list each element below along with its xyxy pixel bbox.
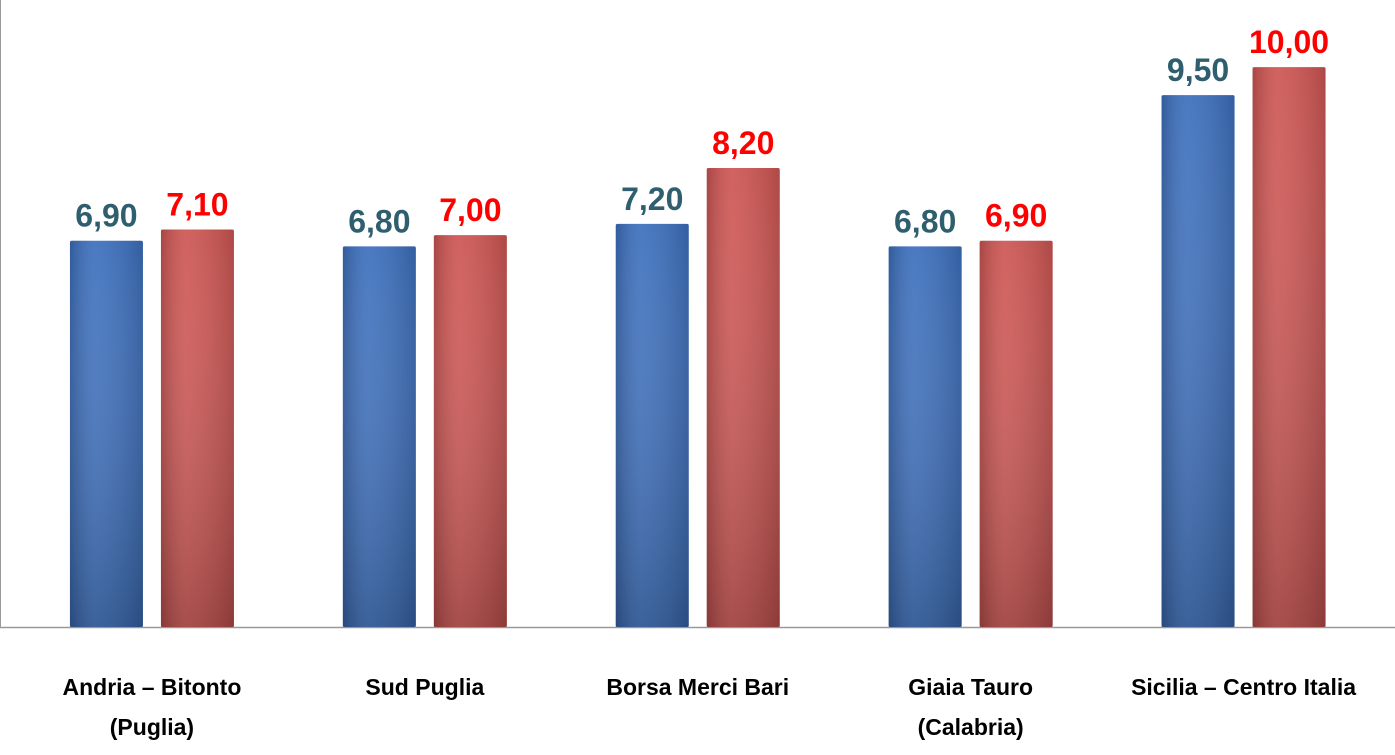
x-tick-label: Andria – Bitonto <box>63 674 242 700</box>
x-tick-label: Sud Puglia <box>365 674 484 700</box>
x-tick-label: (Calabria) <box>918 714 1024 740</box>
bar <box>342 246 416 628</box>
bar <box>1161 95 1235 628</box>
data-label: 10,00 <box>1249 24 1329 60</box>
bar <box>888 246 962 628</box>
x-tick-label: Sicilia – Centro Italia <box>1131 674 1356 700</box>
data-label: 6,90 <box>75 198 137 234</box>
bar <box>615 223 689 627</box>
x-tick-label: Giaia Tauro <box>908 674 1033 700</box>
data-label: 7,20 <box>621 181 683 217</box>
bar <box>979 240 1053 628</box>
bar <box>706 167 780 628</box>
bar <box>433 235 507 627</box>
x-tick-label: (Puglia) <box>110 714 194 740</box>
data-label: 7,00 <box>439 192 501 228</box>
bar <box>1252 67 1326 627</box>
data-label: 9,50 <box>1167 52 1229 88</box>
bar <box>69 240 143 628</box>
x-tick-label: Borsa Merci Bari <box>606 674 789 700</box>
data-label: 7,10 <box>166 187 228 223</box>
data-label: 6,80 <box>894 203 956 239</box>
data-label: 6,90 <box>985 198 1047 234</box>
data-label: 8,20 <box>712 125 774 161</box>
data-label: 6,80 <box>348 203 410 239</box>
bar <box>160 229 234 627</box>
